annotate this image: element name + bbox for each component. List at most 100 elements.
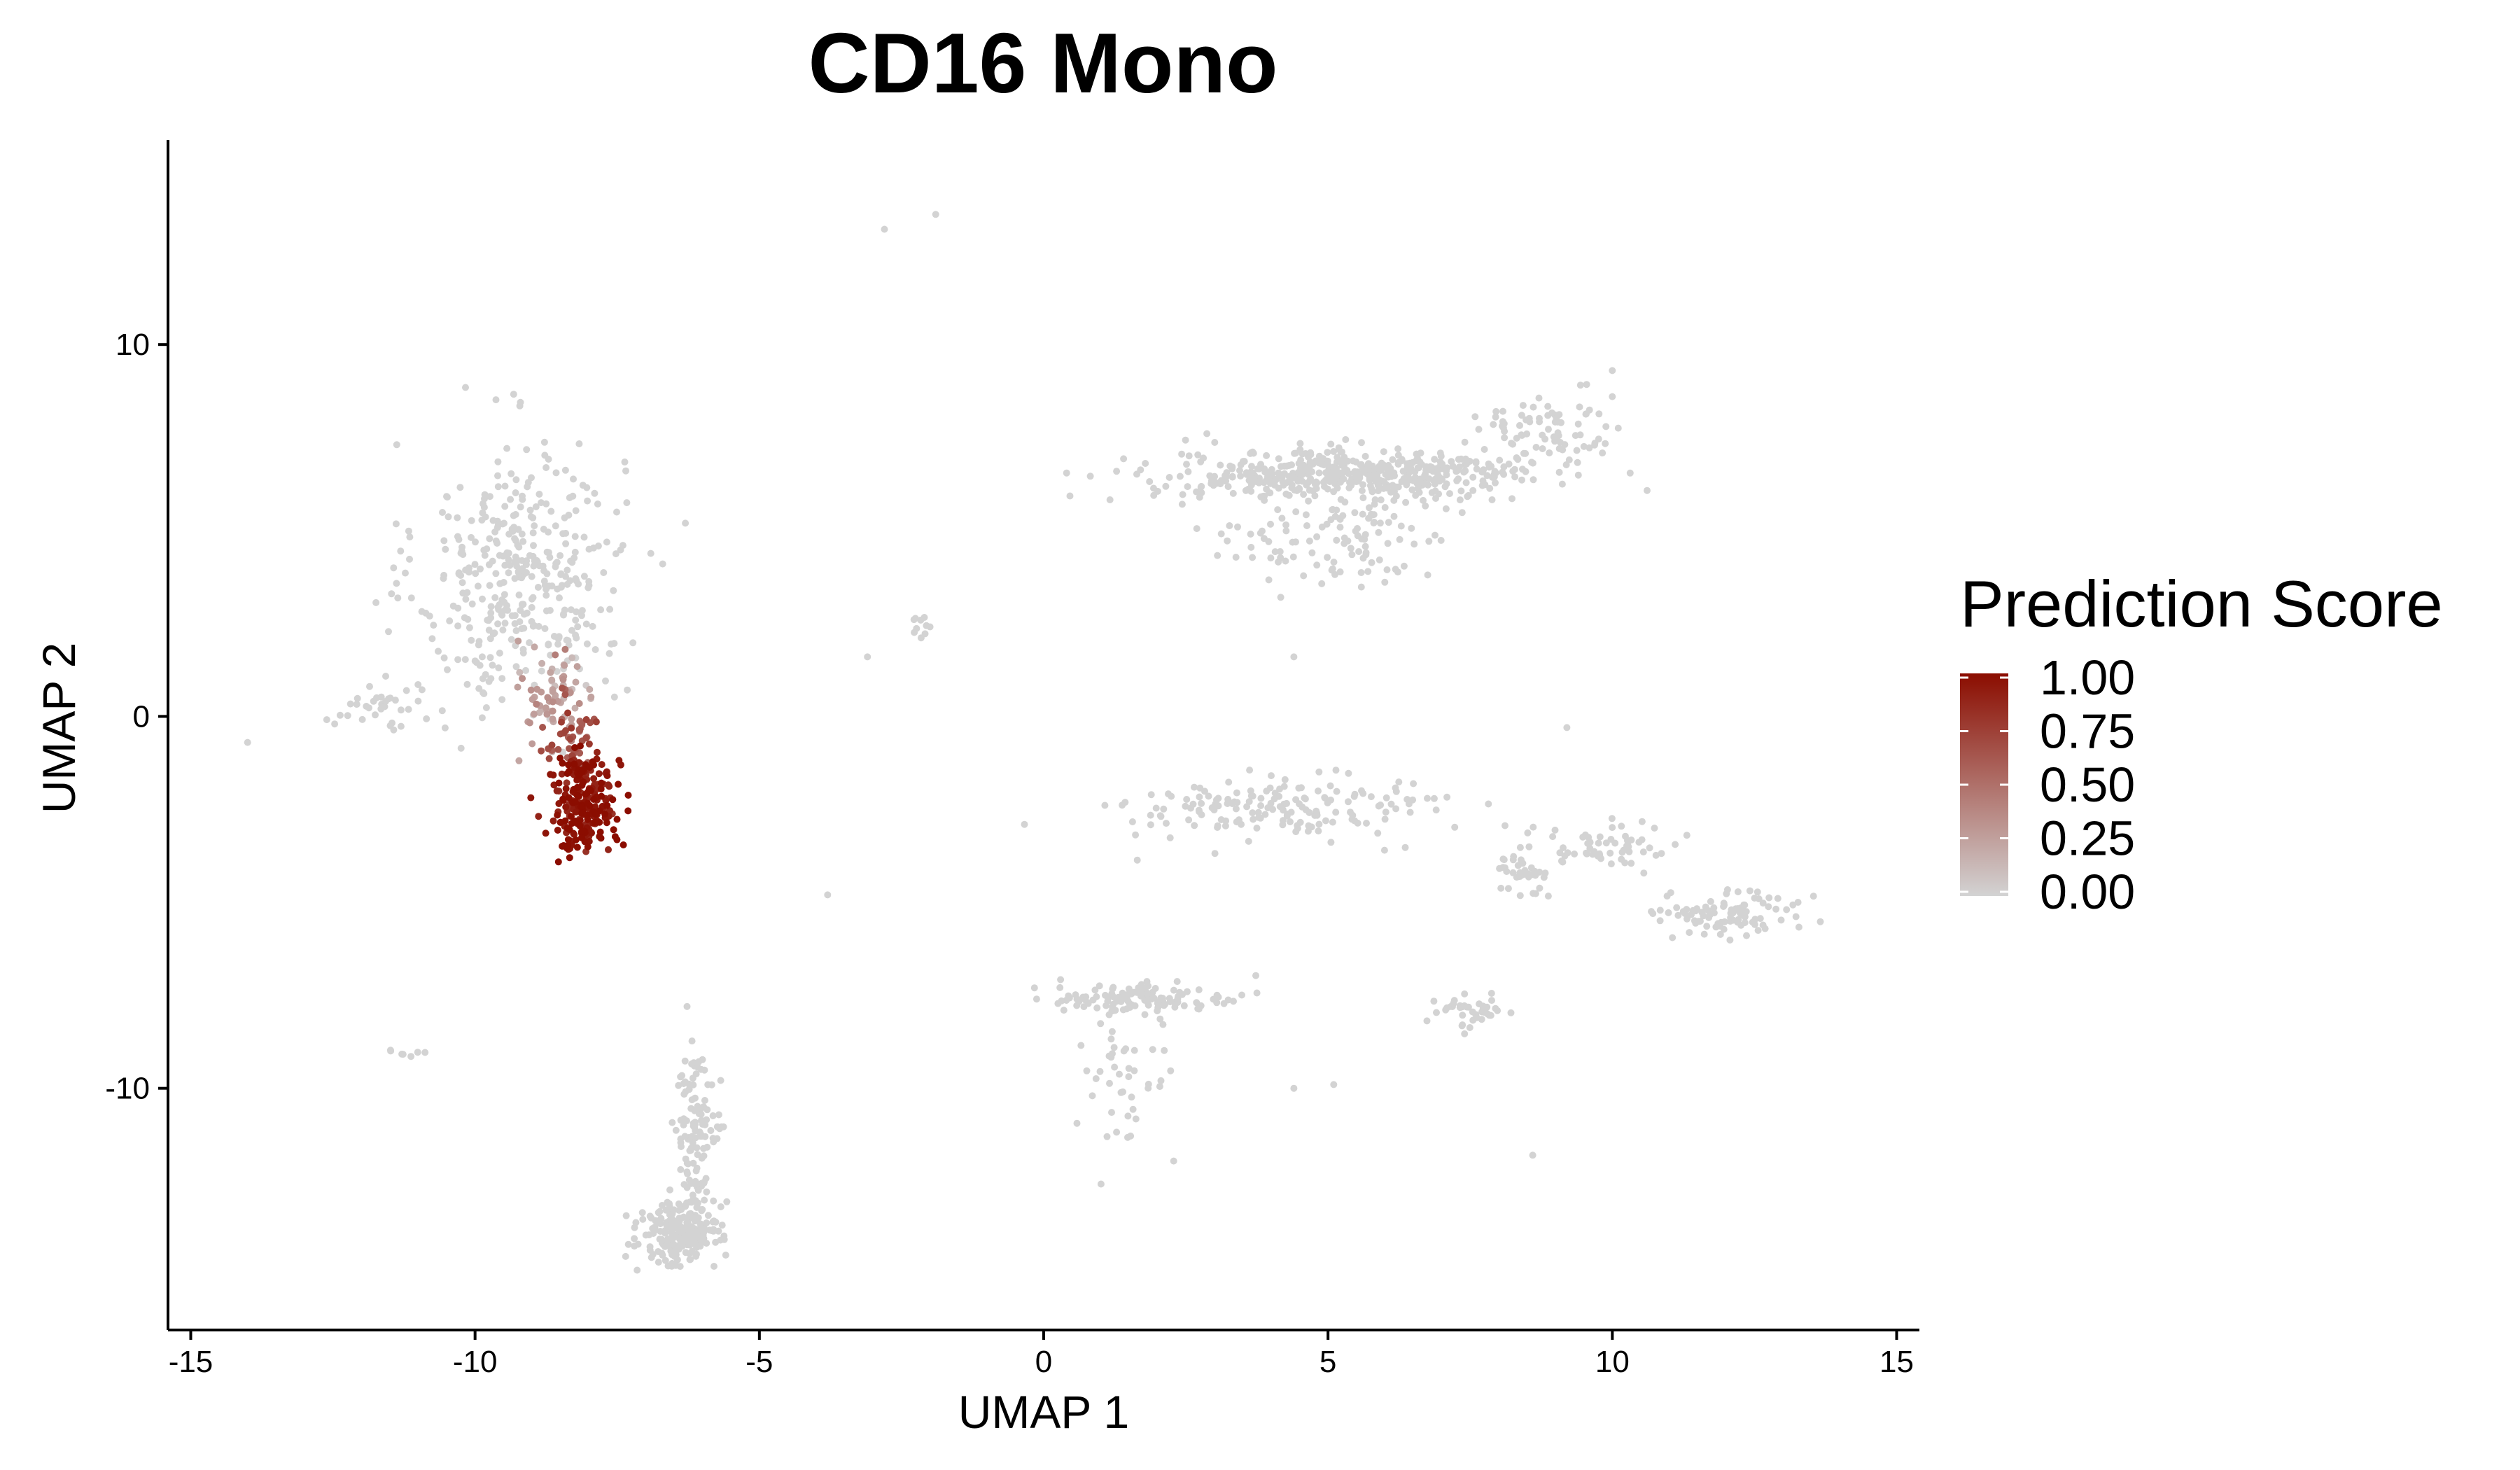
data-point (1311, 492, 1319, 500)
data-point (552, 469, 560, 477)
data-point (1066, 492, 1074, 500)
data-point (454, 622, 462, 630)
data-point (1707, 897, 1714, 905)
data-point (824, 891, 832, 899)
data-point (506, 561, 514, 569)
data-point (1106, 496, 1114, 503)
data-point (1507, 1009, 1515, 1016)
data-point (1347, 808, 1354, 816)
data-point (1330, 448, 1338, 455)
data-point (1315, 452, 1323, 460)
data-point (1359, 554, 1367, 562)
data-point (550, 633, 558, 640)
data-point (1380, 448, 1387, 456)
data-point (1511, 473, 1519, 481)
data-point (678, 1143, 685, 1150)
data-point (554, 827, 561, 834)
data-point (1245, 798, 1253, 806)
data-point (1107, 1035, 1115, 1043)
data-point (549, 698, 556, 706)
data-point (1461, 990, 1469, 997)
data-point (649, 1251, 657, 1258)
data-point (472, 538, 479, 546)
data-point (1126, 1000, 1133, 1007)
data-point (522, 561, 530, 568)
data-point (1091, 986, 1099, 994)
data-point (1443, 793, 1451, 801)
data-point (1077, 1042, 1085, 1049)
data-point (1247, 787, 1254, 794)
data-point (1302, 511, 1310, 519)
data-point (1306, 486, 1313, 494)
data-point (1499, 468, 1506, 476)
data-point (511, 558, 519, 566)
data-point (701, 1066, 708, 1074)
data-point (1330, 559, 1338, 566)
data-point (1658, 850, 1665, 858)
data-point (483, 545, 491, 553)
data-point (1556, 849, 1564, 857)
data-point (1683, 832, 1690, 839)
data-point (1217, 530, 1225, 538)
data-point (1596, 833, 1604, 841)
data-point (1580, 442, 1588, 450)
data-point (388, 590, 396, 598)
data-point (1129, 1105, 1137, 1113)
data-point (587, 693, 595, 701)
data-point (366, 682, 373, 690)
data-point (1185, 816, 1193, 824)
data-point (1368, 488, 1376, 496)
data-point (480, 690, 488, 697)
data-point (662, 1229, 669, 1237)
data-point (1092, 1075, 1100, 1082)
data-point (594, 748, 601, 756)
data-point (479, 595, 486, 603)
data-point (1573, 447, 1581, 454)
data-point (1298, 450, 1306, 458)
data-point (696, 1242, 704, 1250)
data-point (603, 538, 610, 546)
chart-title: CD16 Mono (808, 15, 1278, 111)
data-point (1437, 452, 1445, 460)
data-point (688, 1223, 696, 1231)
data-point (1522, 449, 1530, 457)
data-point (430, 622, 438, 629)
data-point (1154, 1007, 1161, 1014)
data-point (365, 704, 372, 712)
data-point (1518, 476, 1525, 484)
data-point (1228, 463, 1236, 471)
data-point (478, 714, 486, 722)
data-point (552, 651, 559, 659)
data-point (699, 1121, 706, 1128)
data-point (1103, 1133, 1111, 1140)
data-point (1772, 905, 1780, 913)
data-point (528, 740, 536, 748)
data-point (1456, 496, 1464, 504)
data-point (489, 517, 497, 524)
data-point (1385, 464, 1393, 472)
data-point (1392, 805, 1400, 813)
data-point (1423, 1017, 1431, 1025)
data-point (1609, 393, 1616, 400)
data-point (571, 744, 579, 751)
data-point (1124, 1112, 1132, 1120)
data-point (494, 522, 502, 529)
data-point (624, 686, 631, 694)
data-point (1777, 916, 1785, 924)
data-point (1358, 487, 1366, 494)
data-point (1516, 844, 1524, 851)
data-point (1716, 922, 1723, 930)
data-point (507, 636, 515, 643)
data-point (457, 550, 465, 557)
data-point (584, 497, 592, 505)
data-point (523, 446, 531, 454)
data-point (1700, 912, 1707, 920)
data-point (1290, 653, 1298, 661)
data-point (354, 694, 361, 702)
data-point (1396, 536, 1404, 543)
data-point (588, 830, 595, 836)
data-point (1141, 1011, 1149, 1018)
points-layer (244, 211, 1824, 1274)
data-point (505, 531, 513, 538)
data-point (590, 775, 598, 783)
